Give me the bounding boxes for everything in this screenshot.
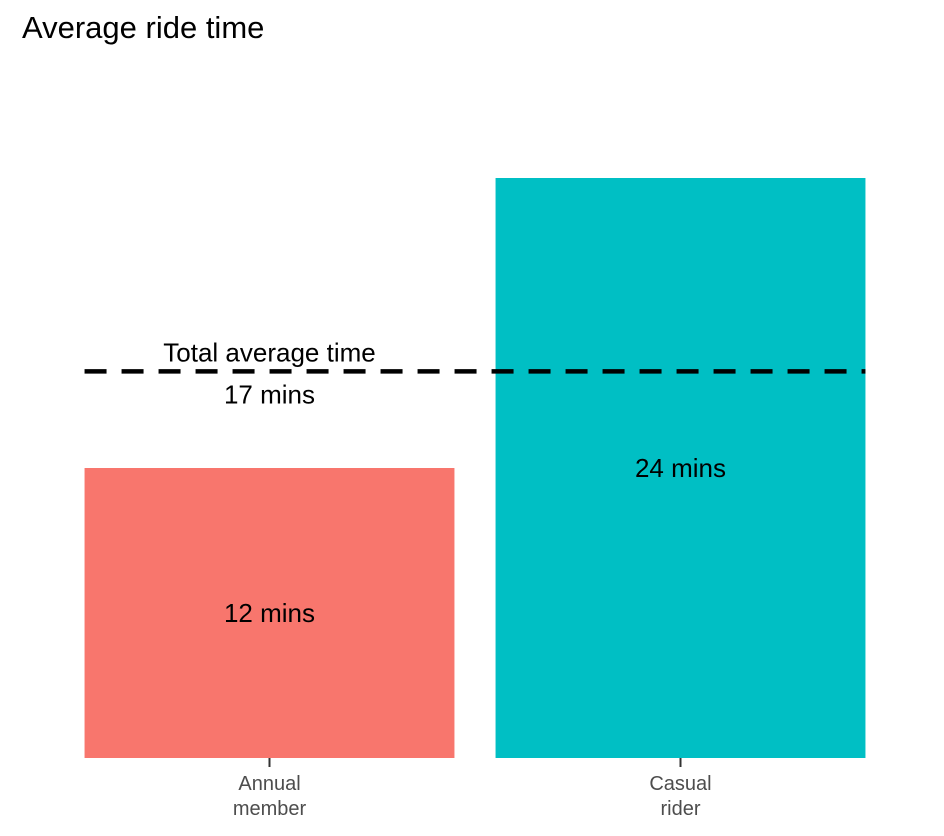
x-tick-label-annual-member-line2: member [233, 798, 307, 820]
x-ticks-group: Annual member Casual rider [233, 758, 712, 820]
bar-casual-rider [495, 178, 866, 758]
reference-line-group: Total average time 17 mins [84, 337, 866, 409]
chart-title: Average ride time [22, 10, 265, 45]
bar-labels-group: 12 mins 24 mins [224, 453, 726, 628]
bar-annual-member [84, 468, 455, 758]
reference-line-value: 17 mins [224, 379, 315, 409]
reference-line-label: Total average time [163, 337, 375, 367]
x-tick-label-annual-member-line1: Annual [238, 773, 300, 795]
x-tick-label-casual-rider-line2: rider [660, 798, 700, 820]
x-tick-label-casual-rider-line1: Casual [649, 773, 711, 795]
data-label-casual-rider: 24 mins [635, 453, 726, 483]
data-label-annual-member: 12 mins [224, 598, 315, 628]
bars-group [84, 178, 866, 758]
